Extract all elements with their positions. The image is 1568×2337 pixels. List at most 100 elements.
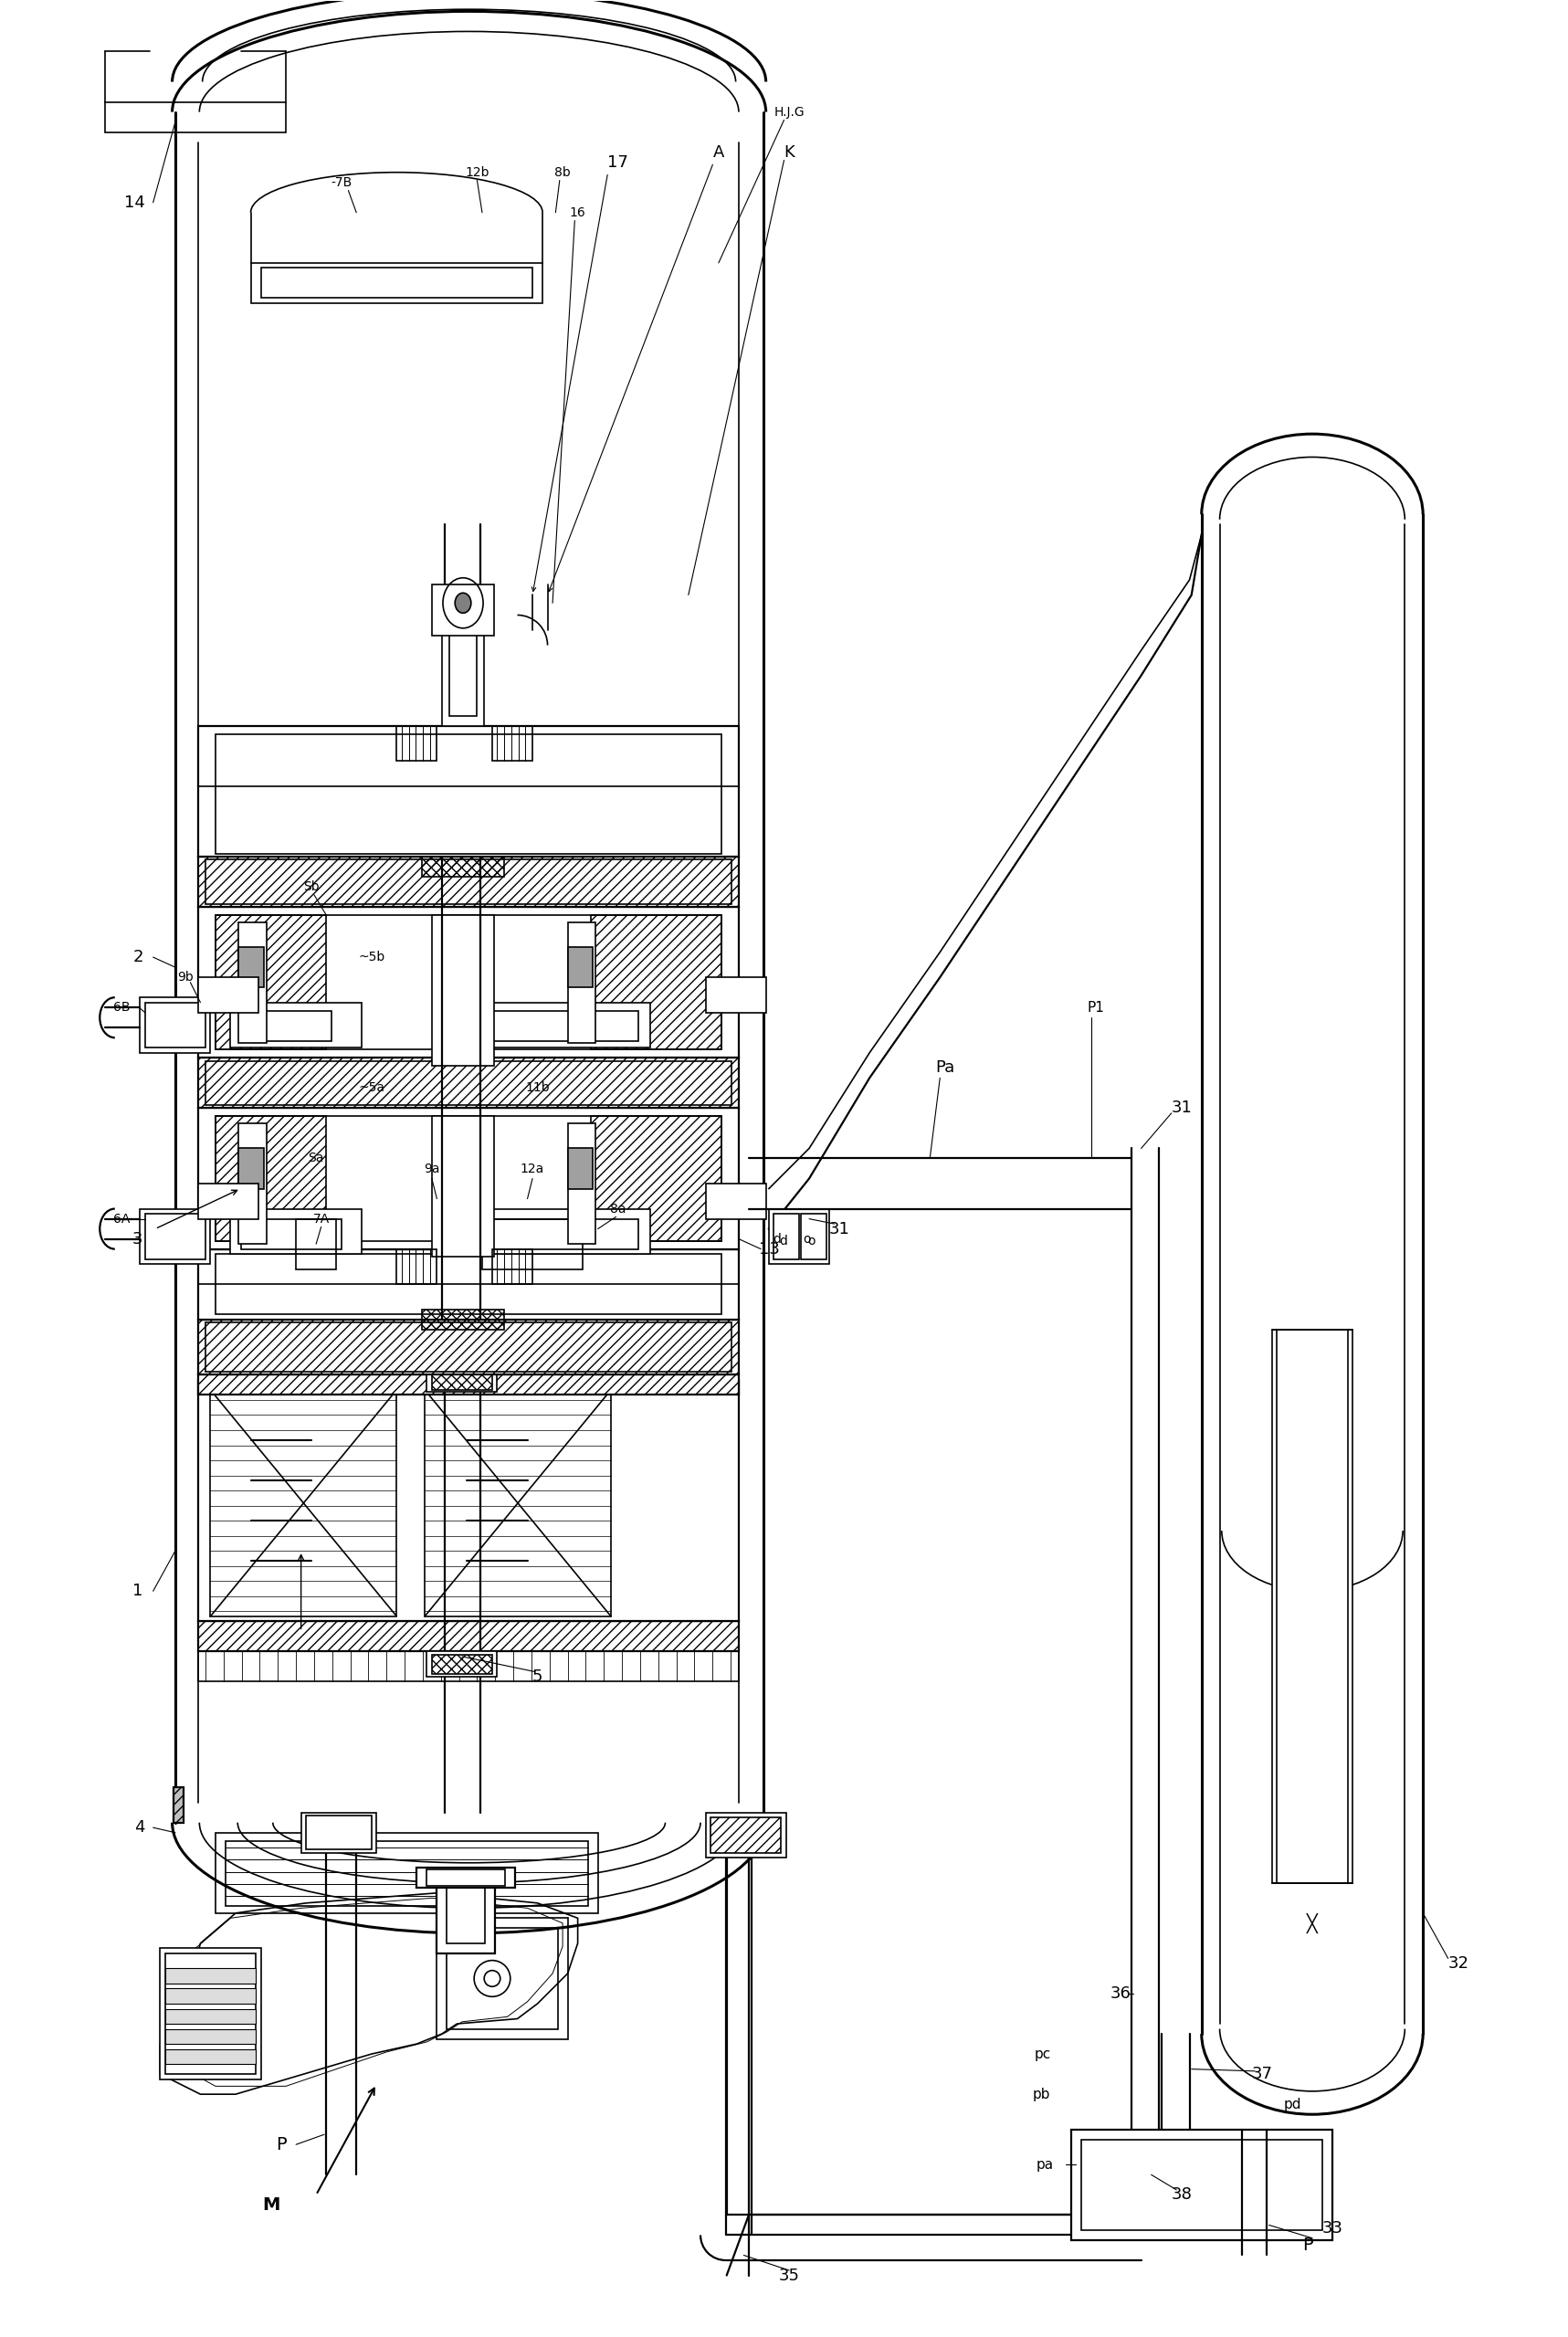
Text: pb: pb <box>1033 2087 1051 2101</box>
Bar <box>775 1213 800 1260</box>
Bar <box>215 914 326 1049</box>
Bar <box>215 914 721 1049</box>
Text: pd: pd <box>1283 2096 1301 2110</box>
Bar <box>165 1989 256 2003</box>
Text: 6A: 6A <box>113 1213 130 1225</box>
Bar <box>165 1968 256 1984</box>
Bar <box>172 1788 183 1823</box>
Bar <box>199 977 259 1012</box>
Bar <box>199 1059 739 1108</box>
Bar <box>442 624 485 727</box>
Text: 32: 32 <box>1447 1956 1469 1972</box>
Bar <box>568 923 596 1042</box>
Bar <box>417 1867 516 1888</box>
Bar <box>706 1814 786 1858</box>
Bar <box>240 1010 331 1040</box>
Bar <box>140 1208 210 1264</box>
Text: 11b: 11b <box>525 1082 550 1094</box>
Bar <box>172 1788 183 1823</box>
Text: 12b: 12b <box>466 166 489 178</box>
Bar <box>447 1928 558 2029</box>
Text: P: P <box>276 2136 287 2152</box>
Bar <box>492 1248 533 1285</box>
Bar <box>568 1124 596 1243</box>
Text: P1: P1 <box>1087 1000 1104 1014</box>
Bar <box>469 1208 651 1255</box>
Bar <box>238 923 267 1042</box>
Text: 8b: 8b <box>555 166 571 178</box>
Bar <box>238 1147 263 1190</box>
Text: P: P <box>1301 2237 1312 2253</box>
Bar <box>140 998 210 1052</box>
Bar <box>448 633 477 715</box>
Bar <box>431 584 494 636</box>
Bar <box>215 1117 326 1241</box>
Bar <box>210 1391 397 1617</box>
Bar <box>199 907 739 1059</box>
Text: A: A <box>713 145 724 161</box>
Text: 16: 16 <box>569 206 586 220</box>
Text: 2: 2 <box>133 949 143 965</box>
Bar <box>199 858 739 907</box>
Bar <box>422 1309 505 1330</box>
Bar <box>437 1919 568 2038</box>
Bar <box>1272 1330 1353 1884</box>
Bar <box>240 1220 342 1248</box>
Ellipse shape <box>455 594 470 612</box>
Bar <box>199 1379 739 1622</box>
Bar <box>199 1108 739 1248</box>
Bar <box>591 1117 721 1241</box>
Bar <box>260 269 533 299</box>
Text: pc: pc <box>1033 2047 1051 2061</box>
Bar <box>397 727 437 762</box>
Bar <box>199 1183 259 1220</box>
Bar <box>469 1003 651 1047</box>
Bar <box>199 1248 739 1320</box>
Text: 38: 38 <box>1171 2187 1192 2204</box>
Bar <box>199 1374 739 1395</box>
Bar <box>426 1652 497 1676</box>
Bar <box>492 727 533 762</box>
Bar <box>568 1147 593 1190</box>
Bar <box>397 1248 437 1285</box>
Bar <box>768 1208 829 1264</box>
Bar <box>296 1220 336 1269</box>
Ellipse shape <box>485 1970 500 1986</box>
Bar <box>447 1884 485 1944</box>
Text: 3: 3 <box>133 1232 143 1248</box>
Text: 37: 37 <box>1251 2066 1273 2082</box>
Bar <box>431 1117 494 1257</box>
Bar <box>238 946 263 986</box>
Bar <box>199 1059 739 1108</box>
Bar <box>165 2050 256 2064</box>
Text: 4: 4 <box>135 1821 146 1837</box>
Bar <box>477 1220 638 1248</box>
Bar <box>199 1652 739 1683</box>
Bar <box>226 1842 588 1907</box>
Bar <box>215 1255 721 1313</box>
Text: 7A: 7A <box>312 1213 329 1225</box>
Text: ~5b: ~5b <box>358 951 384 963</box>
Bar <box>205 1323 732 1372</box>
Text: 9a: 9a <box>423 1161 439 1176</box>
Bar <box>199 1320 739 1374</box>
Bar <box>422 858 505 876</box>
Bar <box>1071 2129 1333 2241</box>
Bar <box>165 2029 256 2045</box>
Bar <box>1080 2138 1322 2229</box>
Bar <box>230 1208 361 1255</box>
Bar <box>481 1220 583 1269</box>
Bar <box>431 914 494 1066</box>
Bar <box>105 103 285 133</box>
Text: 8a: 8a <box>610 1201 626 1215</box>
Bar <box>710 1818 781 1853</box>
Text: ~5a: ~5a <box>358 1082 384 1094</box>
Bar <box>425 1391 612 1617</box>
Text: 1: 1 <box>133 1582 143 1599</box>
Text: Sa: Sa <box>309 1152 325 1164</box>
Bar <box>165 1954 256 2075</box>
Bar <box>199 727 739 858</box>
Text: 13: 13 <box>759 1241 779 1257</box>
Bar <box>199 858 739 907</box>
Bar <box>205 1061 732 1105</box>
